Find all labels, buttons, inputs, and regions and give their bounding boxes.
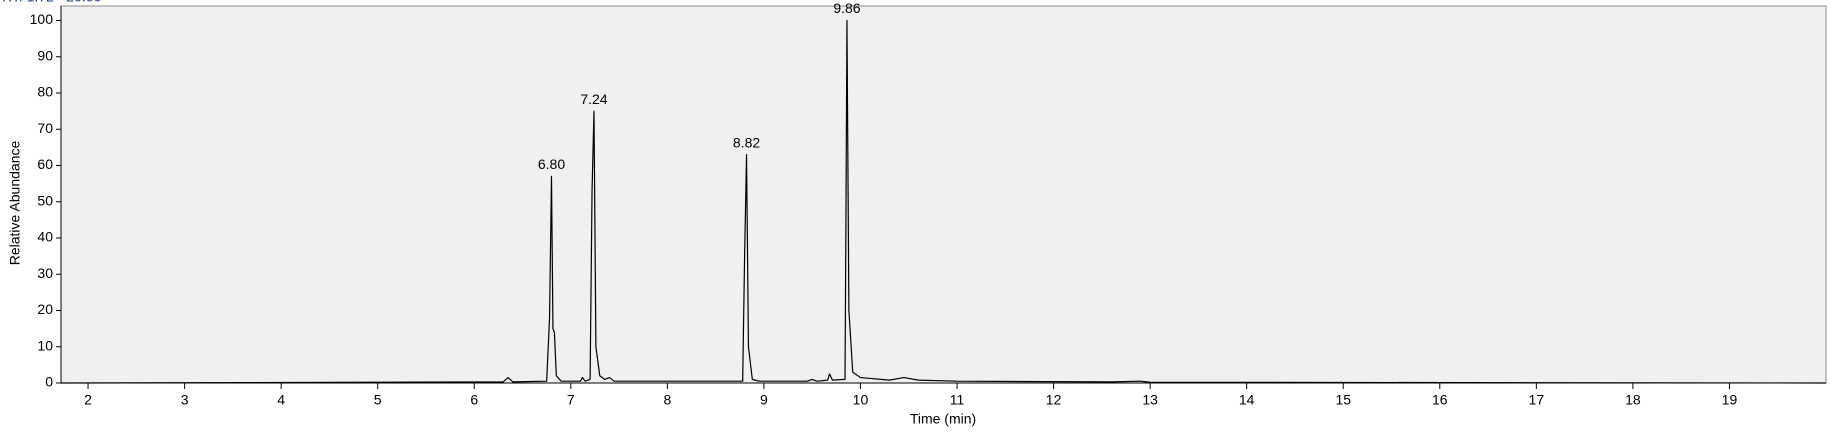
x-tick-label: 3 <box>181 392 189 408</box>
x-tick-label: 11 <box>950 392 965 408</box>
x-tick-label: 17 <box>1529 392 1545 408</box>
x-tick-label: 19 <box>1722 392 1738 408</box>
y-tick-label: 100 <box>30 11 54 27</box>
x-tick-label: 2 <box>84 392 92 408</box>
y-tick-label: 10 <box>37 337 53 353</box>
peak-label: 9.86 <box>833 0 860 16</box>
x-tick-label: 15 <box>1335 392 1351 408</box>
y-axis-label: Relative Abundance <box>7 141 23 266</box>
y-tick-label: 40 <box>37 229 53 245</box>
y-tick-label: 0 <box>45 374 53 390</box>
peak-label: 8.82 <box>733 134 760 150</box>
x-tick-label: 6 <box>470 392 478 408</box>
y-tick-label: 60 <box>37 156 53 172</box>
peak-label: 6.80 <box>538 156 565 172</box>
x-tick-label: 16 <box>1432 392 1448 408</box>
peak-label: 7.24 <box>580 91 607 107</box>
y-tick-label: 30 <box>37 265 53 281</box>
y-tick-label: 70 <box>37 120 53 136</box>
x-tick-label: 7 <box>567 392 575 408</box>
x-tick-label: 9 <box>760 392 768 408</box>
y-tick-label: 80 <box>37 84 53 100</box>
x-tick-label: 18 <box>1625 392 1641 408</box>
x-tick-label: 12 <box>1046 392 1062 408</box>
x-axis-label: Time (min) <box>910 411 976 427</box>
subtitle: RT: 1.72 - 20.00 <box>2 0 102 5</box>
x-tick-label: 8 <box>663 392 671 408</box>
chromatogram-line <box>60 19 1827 384</box>
plot-area <box>60 5 1827 384</box>
x-tick-label: 14 <box>1239 392 1255 408</box>
x-tick-label: 4 <box>277 392 285 408</box>
y-tick-label: 20 <box>37 301 53 317</box>
y-tick-label: 90 <box>37 47 53 63</box>
x-tick-label: 5 <box>374 392 382 408</box>
y-tick-label: 50 <box>37 192 53 208</box>
x-tick-label: 10 <box>853 392 869 408</box>
x-tick-label: 13 <box>1142 392 1158 408</box>
